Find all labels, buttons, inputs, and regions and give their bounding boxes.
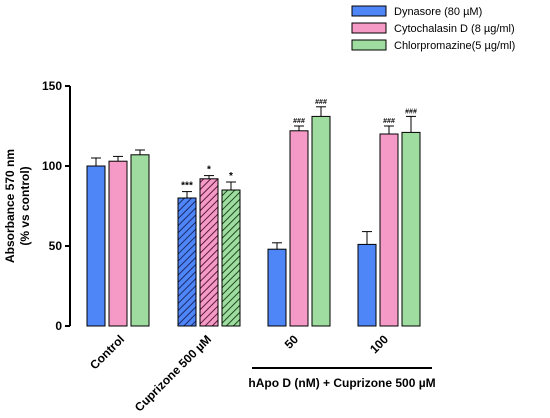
bar-0-2: [267, 248, 287, 327]
legend-swatch-2: [351, 39, 387, 51]
bar-2-3: [401, 131, 421, 327]
bar-0-3: [357, 243, 377, 327]
significance-label-1-2: ###: [293, 118, 305, 125]
x-tick-label-1: Cuprizone 500 µM: [132, 332, 214, 414]
bar-2-0: [130, 154, 150, 327]
bar-1-2: [289, 130, 309, 327]
group-bracket-label: hApo D (nM) + Cuprizone 500 µM: [248, 376, 435, 390]
significance-label-1-3: ###: [383, 118, 395, 125]
legend-label-2: Chlorpromazine(5 µg/ml): [394, 40, 515, 52]
bar-0-1: [177, 197, 197, 327]
y-tick-label-0: 0: [55, 319, 62, 333]
x-tick-label-2: 50: [282, 332, 302, 352]
y-axis-title-line2: (% vs control): [18, 166, 32, 245]
bar-2-1: [221, 189, 241, 327]
y-tick-label-1: 50: [49, 239, 63, 253]
x-axis-labels: Control Cuprizone 500 µM 50 100: [87, 332, 391, 414]
x-tick-label-3: 100: [367, 332, 391, 356]
legend: Dynasore (80 µM) Cytochalasin D (8 µg/ml)…: [351, 5, 515, 52]
bar-0-0: [86, 165, 106, 327]
y-tick-label-2: 100: [42, 159, 62, 173]
significance-label-2-2: ###: [315, 99, 327, 106]
significance-label-1-1: *: [207, 165, 211, 176]
bars-group: ****### ###*######: [86, 99, 421, 327]
legend-swatch-0: [351, 5, 387, 17]
y-axis: 0 50 100 150: [42, 79, 71, 333]
legend-swatch-1: [351, 22, 387, 34]
significance-label-2-3: ###: [405, 108, 417, 115]
legend-label-0: Dynasore (80 µM): [394, 6, 482, 18]
bar-1-0: [108, 160, 128, 327]
bar-1-1: [199, 178, 219, 327]
bar-2-2: [311, 115, 331, 327]
significance-label-0-1: ***: [181, 181, 193, 192]
legend-label-1: Cytochalasin D (8 µg/ml): [394, 23, 515, 35]
y-axis-title-line1: Absorbance 570 nm: [3, 149, 17, 263]
x-tick-label-0: Control: [87, 332, 127, 372]
significance-label-2-1: *: [229, 171, 233, 182]
y-tick-label-3: 150: [42, 79, 62, 93]
bar-1-3: [379, 133, 399, 327]
